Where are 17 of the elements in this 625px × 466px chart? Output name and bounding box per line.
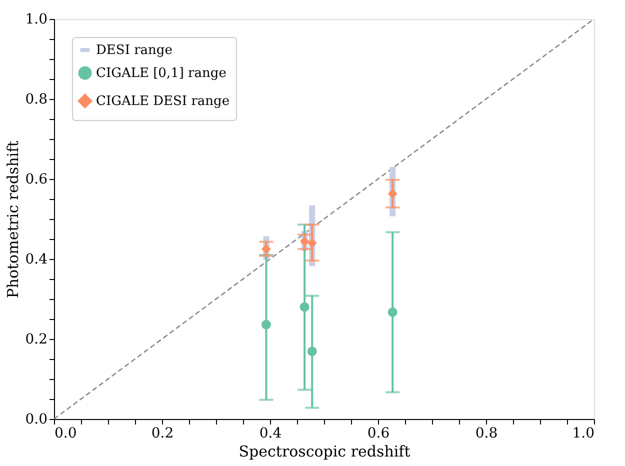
y-axis-title: Photometric redshift [4,140,22,298]
x-tick-label: 0.8 [475,426,498,442]
y-tick-label: 1.0 [25,12,48,28]
x-tick-label: 0.4 [259,426,282,442]
y-tick-label: 0.4 [25,252,48,268]
x-tick-label: 0.2 [151,426,174,442]
x-tick-label: 0.6 [367,426,390,442]
y-tick-label: 0.0 [25,412,48,428]
x-axis-title: Spectroscopic redshift [238,442,410,460]
x-tick-label: 1.0 [572,426,594,442]
legend-label: DESI range [96,43,173,58]
y-tick-label: 0.6 [25,172,48,188]
y-tick-label: 0.8 [25,92,48,108]
x-tick-label: 0.0 [54,426,77,442]
legend-label: CIGALE [0,1] range [96,66,227,81]
legend-label: CIGALE DESI range [96,94,230,109]
y-tick-label: 0.2 [25,332,48,348]
